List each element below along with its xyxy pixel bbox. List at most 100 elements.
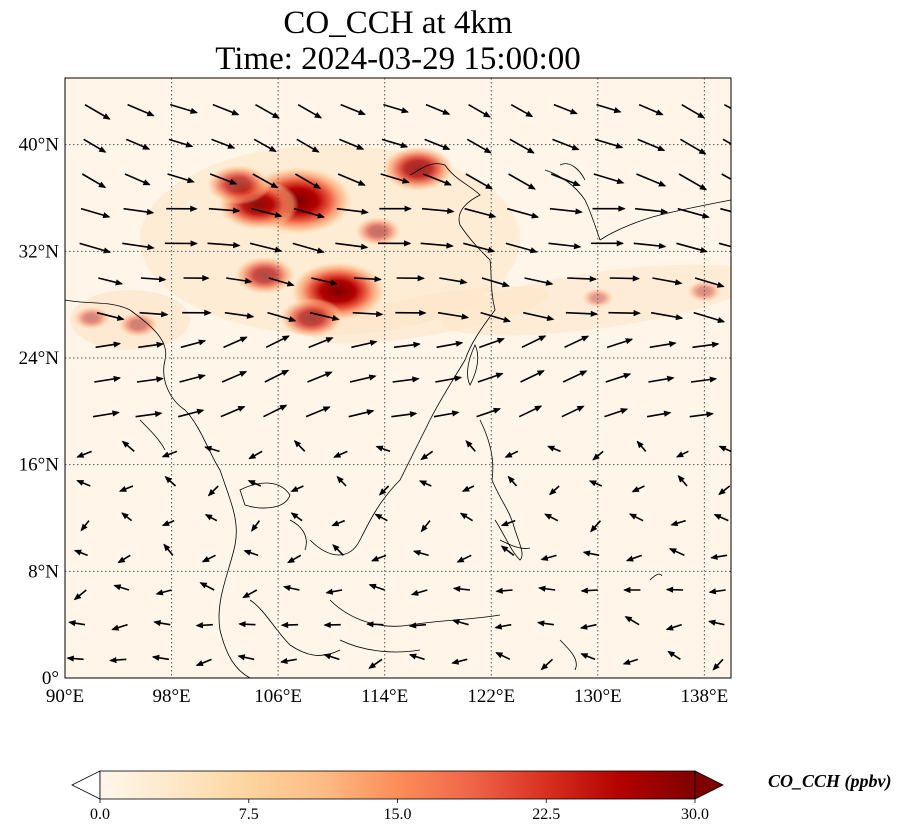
wind-arrow-head	[569, 108, 578, 115]
wind-arrow-head	[488, 212, 497, 219]
wind-arrow-head	[548, 488, 557, 496]
wind-arrow-head	[580, 653, 589, 659]
colorbar: 0.0 7.5 15.0 22.5 30.0 CO_CCH (ppbv)	[71, 770, 892, 823]
wind-arrow-head	[366, 409, 375, 416]
wind-arrow-head	[80, 523, 88, 532]
wind-arrow-head	[701, 212, 710, 219]
colorbar-tick-label: 30.0	[681, 806, 709, 823]
wind-arrow-head	[538, 585, 546, 592]
wind-arrow-head	[361, 208, 369, 215]
wind-arrow-head	[113, 341, 122, 348]
wind-arrow-head	[243, 549, 252, 556]
wind-arrow-head	[280, 621, 289, 629]
wind-arrow-head	[313, 182, 322, 189]
wind-arrow-head	[117, 556, 126, 564]
wind-arrow-head	[98, 146, 107, 153]
wind-arrow-head	[118, 486, 127, 492]
wind-arrow-head	[322, 406, 331, 413]
wind-arrow-head	[665, 624, 674, 631]
wind-arrow-head	[287, 556, 295, 564]
lat-tick-label: 24°N	[19, 348, 60, 369]
wind-arrow-head	[190, 107, 198, 114]
wind-arrow-head	[286, 280, 295, 287]
wind-arrow-head	[500, 545, 509, 553]
wind-arrow-head	[444, 179, 452, 186]
wind-arrow-head	[408, 653, 417, 660]
wind-arrow-head	[716, 281, 725, 288]
wind-arrow-head	[116, 314, 125, 321]
wind-arrow-head	[452, 619, 460, 626]
concentration-hotspot	[117, 311, 159, 338]
wind-arrow-head	[242, 591, 251, 599]
wind-arrow-head	[375, 445, 384, 452]
wind-arrow-shaft	[720, 207, 731, 213]
wind-arrow-shaft	[735, 341, 760, 347]
wind-arrow-head	[121, 440, 130, 448]
wind-arrow-head	[311, 146, 320, 153]
concentration-hotspot	[234, 256, 296, 295]
wind-arrow-head	[155, 589, 164, 596]
wind-arrow-head	[525, 110, 534, 118]
wind-arrow-head	[160, 311, 169, 318]
wind-arrow-head	[413, 341, 421, 348]
colorbar-extend-max	[694, 770, 724, 800]
wind-arrow-head	[675, 451, 684, 458]
wind-arrow-head	[579, 623, 588, 630]
wind-arrow-head	[658, 242, 667, 249]
wind-arrow-head	[743, 185, 749, 190]
wind-arrow-head	[708, 619, 716, 626]
wind-arrow-head	[459, 278, 468, 285]
colorbar-extend-min	[71, 770, 101, 800]
wind-arrow-head	[504, 451, 513, 458]
wind-arrow-head	[412, 549, 421, 556]
wind-arrow-head	[655, 109, 664, 116]
wind-arrow-head	[154, 410, 163, 418]
wind-arrow-head	[371, 555, 379, 562]
wind-arrow-head	[699, 246, 708, 253]
wind-arrow-head	[546, 315, 555, 322]
wind-arrow-head	[333, 451, 342, 458]
wind-arrow-head	[331, 315, 340, 322]
wind-arrow-head	[190, 240, 198, 247]
wind-arrow-head	[331, 520, 340, 527]
wind-arrow-head	[451, 658, 460, 665]
wind-arrow-head	[246, 312, 255, 319]
wind-arrow-head	[743, 149, 749, 154]
wind-arrow-head	[749, 410, 755, 415]
wind-arrow-head	[501, 281, 510, 288]
wind-arrow-head	[697, 111, 706, 119]
lon-tick-label: 98°E	[152, 686, 190, 707]
wind-arrow-head	[544, 513, 552, 520]
wind-arrow-head	[146, 208, 155, 216]
concentration-hotspot	[206, 164, 271, 205]
wind-arrow-head	[237, 654, 246, 661]
wind-arrow-head	[547, 445, 556, 452]
wind-arrow-head	[204, 445, 212, 452]
wind-arrow-head	[201, 556, 210, 563]
wind-arrow-head	[494, 623, 503, 630]
wind-arrow-head	[576, 405, 585, 412]
wind-arrow-head	[589, 275, 598, 283]
wind-arrow-head	[102, 113, 111, 120]
wind-arrow-head	[540, 663, 549, 671]
wind-arrow-head	[590, 524, 598, 533]
wind-arrow-head	[709, 376, 718, 383]
wind-arrow-head	[625, 555, 634, 562]
wind-arrow-head	[401, 177, 410, 184]
wind-arrow-head	[360, 243, 369, 250]
wind-arrow-head	[412, 376, 420, 383]
wind-arrow-head	[674, 279, 683, 286]
wind-arrow-head	[657, 145, 666, 151]
wind-arrow-head	[483, 147, 492, 154]
lat-tick-label: 8°N	[28, 561, 59, 582]
wind-arrow-head	[231, 109, 240, 116]
wind-arrow-head	[500, 520, 509, 527]
chart-title-line1: CO_CCH at 4km	[283, 5, 513, 41]
wind-arrow-head	[376, 310, 384, 318]
wind-arrow-head	[677, 475, 685, 483]
wind-arrow-head	[161, 520, 170, 526]
wind-arrow-head	[631, 486, 640, 493]
wind-arrow-head	[636, 440, 644, 449]
wind-arrow-head	[451, 410, 460, 417]
chart-title-line2: Time: 2024-03-29 15:00:00	[215, 41, 581, 77]
